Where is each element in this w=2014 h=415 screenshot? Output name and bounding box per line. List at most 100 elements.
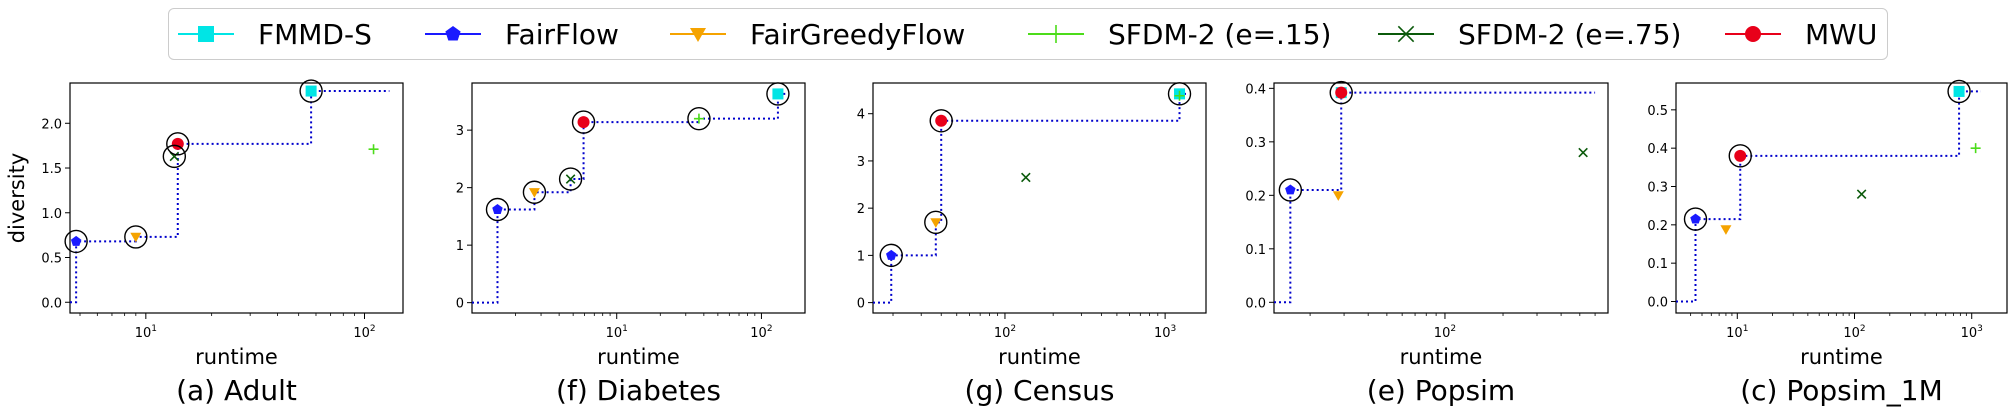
frontier-ring	[687, 106, 711, 131]
plot-frame	[1675, 82, 2008, 314]
panel-title: (f) Diabetes	[556, 374, 721, 407]
plot-frame	[471, 82, 806, 314]
series-fairgreedyflow	[130, 232, 142, 243]
legend-entry-fmmd-s: FMMD-S	[178, 18, 372, 51]
y-axis-label: diversity	[5, 153, 29, 244]
series-sfdm-2-e-15	[693, 113, 704, 124]
x-tick-label: 103	[1154, 324, 1176, 341]
plot-frame	[872, 82, 1207, 314]
frontier-ring	[485, 197, 510, 222]
series-fairflow	[1690, 213, 1701, 224]
y-tick-label: 2	[456, 182, 464, 197]
panel-title: (c) Popsim_1M	[1740, 374, 1943, 407]
legend-marker-pentagon	[445, 26, 461, 41]
frontier-ring	[879, 243, 903, 268]
legend-label: SFDM-2 (e=.15)	[1108, 18, 1331, 51]
x-tick-label: 102	[1434, 324, 1456, 341]
y-tick-label: 0.2	[1245, 189, 1266, 204]
y-tick-label: 0.2	[1647, 219, 1668, 234]
data-point	[130, 232, 142, 243]
x-tick-label: 102	[353, 324, 375, 341]
y-tick-label: 0.4	[1647, 142, 1668, 157]
legend-marker-circle	[1745, 26, 1761, 42]
series-mwu	[1734, 149, 1747, 162]
frontier-ring	[571, 110, 596, 134]
panel-g-census: 0 1 2 3 4 102 103 runtime (g) Census	[857, 82, 1207, 407]
series-sfdm-2-e-75	[565, 174, 576, 184]
panel-a-adult: 0.0 0.5 1.0 1.5 2.0 101 102 runtime diversity (a)…	[5, 79, 404, 407]
series-mwu	[1335, 86, 1348, 99]
y-tick-label: 0.5	[1647, 104, 1668, 119]
y-tick-label: 3	[456, 124, 464, 139]
series-fairgreedyflow	[930, 218, 942, 228]
legend-entries: FMMD-S FairFlow FairGreedyFlow SFDM-2 (e=.1…	[178, 18, 1877, 51]
legend-label: SFDM-2 (e=.75)	[1458, 18, 1681, 51]
series-sfdm-2-e-75	[1021, 172, 1031, 183]
y-tick-label: 0.4	[1245, 82, 1266, 97]
pareto-frontier-line	[70, 90, 390, 304]
y-tick-label: 0	[456, 297, 464, 312]
x-tick-label: 101	[606, 324, 628, 341]
data-point	[1734, 149, 1747, 162]
y-tick-label: 2.0	[41, 117, 62, 132]
x-axis-label: runtime	[998, 345, 1081, 369]
legend-marker-square	[198, 26, 214, 42]
y-tick-label: 1	[456, 239, 464, 254]
y-tick-label: 0	[857, 297, 865, 312]
frontier-ring	[1278, 178, 1303, 202]
data-point	[1970, 143, 1981, 154]
y-tick-label: 0.0	[1245, 296, 1266, 311]
panel-c-popsim-1m: 0.0 0.1 0.2 0.3 0.4 0.5 101 102 103 runtime (c) Po…	[1647, 79, 2008, 407]
legend-label: FairGreedyFlow	[750, 18, 965, 51]
frontier-ring	[166, 132, 190, 156]
data-point	[886, 249, 897, 260]
frontier-ring	[1728, 144, 1752, 168]
series-sfdm-2-e-15	[368, 144, 379, 155]
x-tick-label: 102	[750, 324, 772, 341]
pareto-frontier-line	[472, 92, 787, 304]
series-mwu	[935, 114, 948, 127]
data-point	[1953, 85, 1965, 97]
pareto-frontier-line	[1274, 91, 1596, 304]
legend-entry-mwu: MWU	[1725, 18, 1877, 51]
data-point	[305, 85, 317, 97]
y-tick-label: 1.5	[41, 162, 62, 177]
series-fairflow	[1285, 184, 1296, 195]
x-tick-label: 102	[994, 324, 1016, 341]
data-point	[577, 116, 590, 129]
data-point	[693, 113, 704, 124]
frontier-ring	[124, 225, 148, 249]
legend-entry-fairgreedyflow: FairGreedyFlow	[670, 18, 965, 51]
series-fmmd-s	[772, 88, 784, 100]
frontier-ring	[299, 79, 323, 103]
series-fairgreedyflow	[1720, 225, 1732, 235]
panel-f-diabetes: 0 1 2 3 101 102 runtime (f) Diabetes	[456, 82, 806, 407]
frontier-ring	[766, 82, 790, 106]
data-point	[528, 188, 540, 198]
x-axis-label: runtime	[597, 345, 680, 369]
frontier-ring	[558, 167, 583, 191]
series-sfdm-2-e-75	[1578, 147, 1588, 158]
legend-marker-x	[1397, 25, 1415, 43]
x-tick-label: 101	[135, 324, 157, 341]
series-fairgreedyflow	[1332, 191, 1344, 201]
legend-marker-plus	[1047, 25, 1065, 43]
data-point	[1332, 191, 1344, 201]
x-axis-label: runtime	[195, 345, 278, 369]
data-point	[1021, 172, 1031, 183]
x-axis-label: runtime	[1800, 345, 1883, 369]
data-point	[368, 144, 379, 155]
y-tick-label: 0.0	[1647, 296, 1668, 311]
data-point	[772, 88, 784, 100]
y-tick-label: 1	[857, 249, 865, 264]
legend-label: FairFlow	[505, 18, 619, 51]
data-point	[565, 174, 576, 184]
y-tick-label: 1.0	[41, 207, 62, 222]
series-fairgreedyflow	[528, 188, 540, 198]
panel-title: (g) Census	[965, 374, 1115, 407]
legend-label: MWU	[1805, 18, 1877, 51]
y-tick-label: 0.5	[41, 252, 62, 267]
plot-frame	[1273, 82, 1609, 314]
data-point	[930, 218, 942, 228]
